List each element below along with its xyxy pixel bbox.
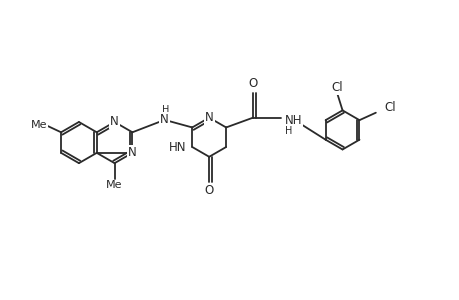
Text: Cl: Cl: [331, 81, 343, 94]
Text: NH: NH: [284, 113, 302, 127]
Text: N: N: [160, 113, 168, 126]
Text: N: N: [204, 111, 213, 124]
Text: N: N: [128, 146, 136, 159]
Text: O: O: [248, 77, 257, 90]
Text: N: N: [110, 116, 119, 128]
Text: HN: HN: [168, 140, 186, 154]
Text: Me: Me: [106, 181, 123, 190]
Text: Cl: Cl: [383, 101, 395, 114]
Text: H: H: [162, 105, 169, 115]
Text: Me: Me: [30, 120, 47, 130]
Text: H: H: [284, 126, 291, 136]
Text: O: O: [204, 184, 213, 197]
